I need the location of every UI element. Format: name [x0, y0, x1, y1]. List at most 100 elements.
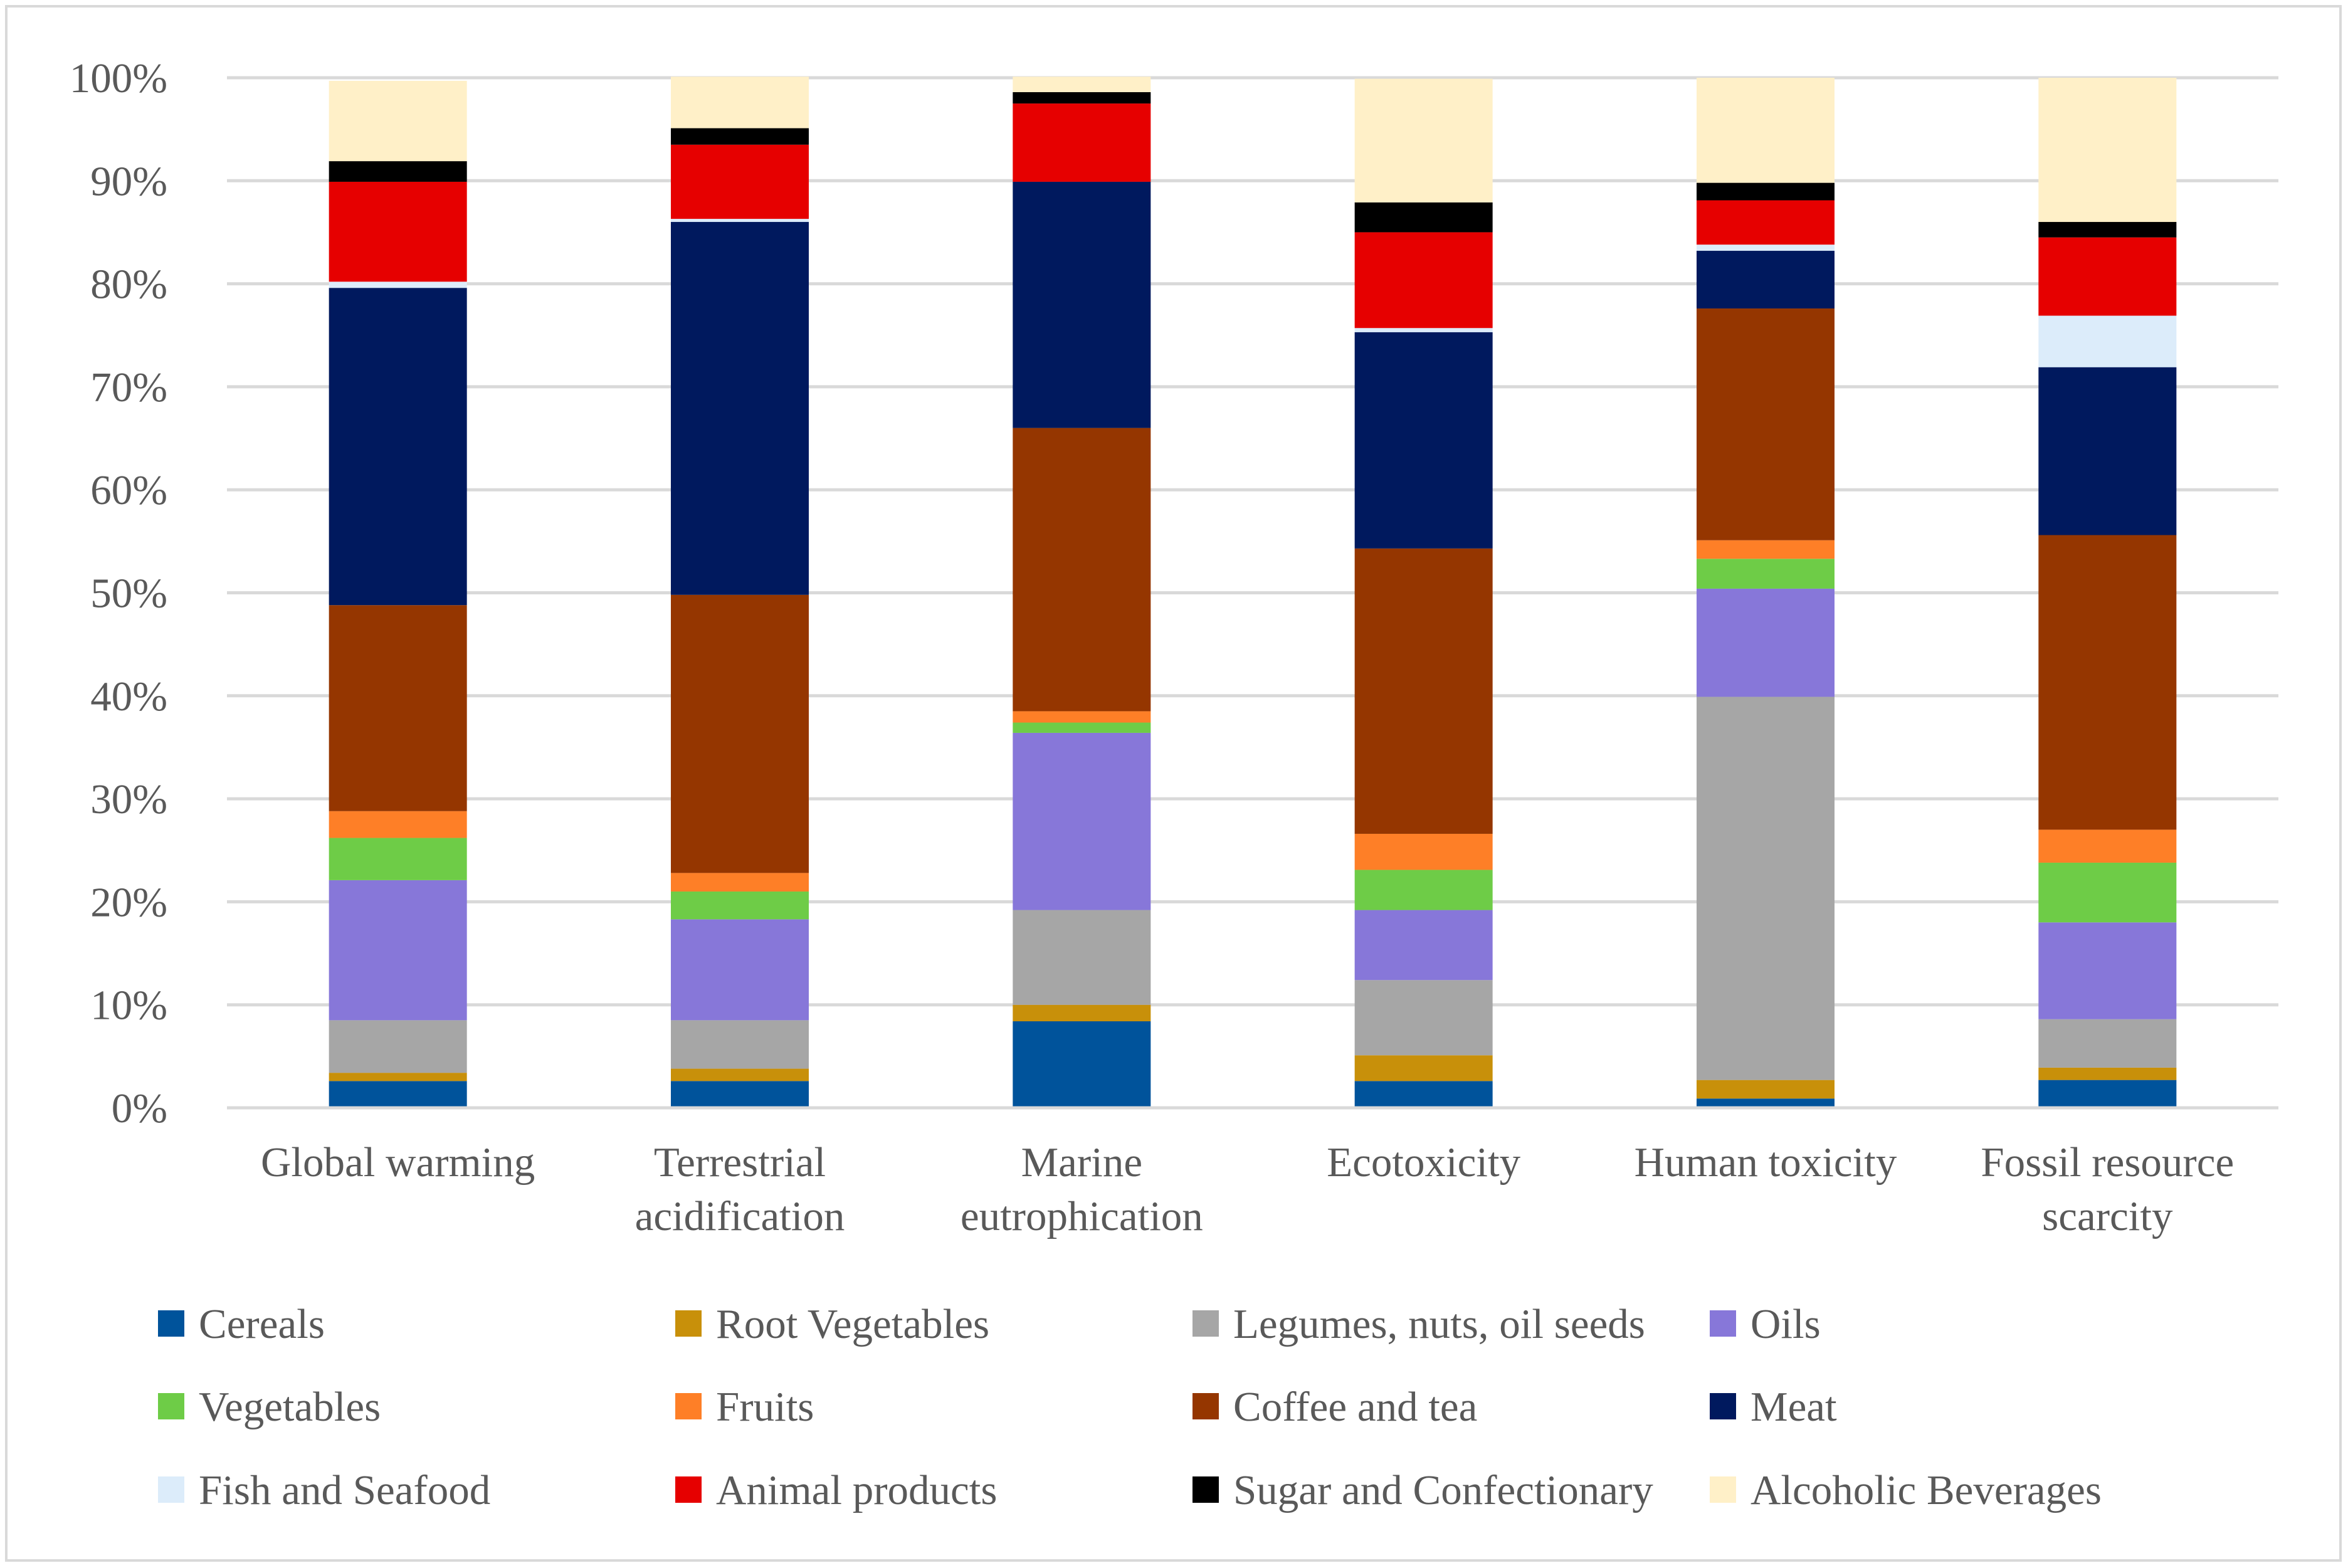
bar-segment: [1354, 980, 1493, 1056]
legend-item: Legumes, nuts, oil seeds: [1192, 1301, 1645, 1347]
bar-segment: [329, 1020, 467, 1073]
bar-segment: [2038, 315, 2177, 367]
legend-swatch: [158, 1310, 184, 1337]
bar-segment: [1013, 732, 1151, 910]
bar-segment: [2038, 829, 2177, 863]
y-tick-label: 40%: [90, 673, 167, 720]
bar-segment: [1697, 245, 1835, 251]
legend-swatch: [1710, 1476, 1736, 1503]
legend-label: Fish and Seafood: [199, 1467, 490, 1513]
bar-segment: [1013, 181, 1151, 428]
bar-segment: [1354, 332, 1493, 549]
legend-label: Legumes, nuts, oil seeds: [1233, 1301, 1645, 1347]
y-tick-label: 90%: [90, 158, 167, 204]
bar-segment: [671, 222, 809, 595]
legend-label: Cereals: [199, 1301, 325, 1347]
bar-segment: [1697, 78, 1835, 183]
bar-segment: [2038, 922, 2177, 1019]
stacked-bar-chart: 0% 10% 20% 30% 40% 50% 60% 70% 80% 90% 100% Global…: [70, 55, 2278, 1513]
bar-segment: [1697, 1098, 1835, 1108]
bar-segment: [1354, 1081, 1493, 1108]
bar-segment: [1013, 1021, 1151, 1108]
bar-stack: [671, 76, 809, 1108]
bar-segment: [1013, 910, 1151, 1005]
bar-segment: [1697, 559, 1835, 589]
bar-segment: [671, 219, 809, 223]
bar-segment: [2038, 535, 2177, 830]
chart-frame: 0% 10% 20% 30% 40% 50% 60% 70% 80% 90% 100% Global…: [5, 5, 2342, 1562]
bar-segment: [329, 1073, 467, 1081]
bar-segment: [329, 282, 467, 288]
legend-item: Cereals: [158, 1301, 325, 1347]
x-axis: Global warming Terrestrial acidification Ma…: [227, 1106, 2278, 1239]
bar-stack: [1697, 78, 1835, 1108]
y-axis: 0% 10% 20% 30% 40% 50% 60% 70% 80% 90% 100%: [70, 55, 167, 1132]
bar-segment: [671, 594, 809, 873]
y-tick-label: 80%: [90, 261, 167, 308]
legend-item: Fish and Seafood: [158, 1467, 490, 1513]
legend-label: Animal products: [716, 1467, 997, 1513]
bar-segment: [671, 873, 809, 892]
legend-swatch: [1710, 1310, 1736, 1337]
bar-segment: [1013, 428, 1151, 712]
legend-item: Coffee and tea: [1192, 1384, 1477, 1430]
bar-segment: [2038, 1019, 2177, 1068]
y-tick-label: 30%: [90, 776, 167, 823]
bar-segment: [1013, 103, 1151, 182]
legend-swatch: [1710, 1393, 1736, 1419]
legend-item: Meat: [1710, 1384, 1837, 1430]
bar-segment: [1354, 548, 1493, 834]
legend-item: Sugar and Confectionary: [1192, 1467, 1653, 1513]
gridlines: [227, 76, 2278, 1110]
bar-segment: [329, 80, 467, 162]
bar-segment: [2038, 1080, 2177, 1108]
legend-swatch: [675, 1476, 702, 1503]
x-category-label: Terrestrial acidification: [635, 1139, 845, 1239]
legend-label: Sugar and Confectionary: [1233, 1467, 1653, 1513]
legend-swatch: [1192, 1393, 1219, 1419]
bar-segment: [2038, 862, 2177, 923]
bar-segment: [2038, 222, 2177, 238]
y-tick-label: 0%: [112, 1085, 167, 1132]
x-category-label: Ecotoxicity: [1327, 1139, 1520, 1186]
bar-segment: [1354, 910, 1493, 981]
bar-segment: [671, 144, 809, 219]
bar-segment: [671, 1068, 809, 1081]
y-tick-label: 70%: [90, 364, 167, 411]
bar-segment: [1013, 711, 1151, 723]
legend-swatch: [675, 1393, 702, 1419]
bar-stack: [2038, 78, 2177, 1108]
bar-segment: [1013, 1004, 1151, 1021]
legend-label: Meat: [1750, 1384, 1837, 1430]
bar-segment: [329, 1081, 467, 1108]
y-tick-label: 20%: [90, 879, 167, 925]
legend-item: Root Vegetables: [675, 1301, 989, 1347]
bar-segment: [1354, 870, 1493, 910]
bar-segment: [1697, 251, 1835, 309]
bar-segment: [1354, 1055, 1493, 1081]
legend-label: Oils: [1750, 1301, 1821, 1347]
bar-segment: [1354, 202, 1493, 233]
legend-swatch: [158, 1476, 184, 1503]
legend-label: Fruits: [716, 1384, 814, 1430]
bar-segment: [2038, 237, 2177, 316]
x-category-label: Human toxicity: [1635, 1139, 1897, 1186]
bar-segment: [1354, 328, 1493, 332]
legend-swatch: [158, 1393, 184, 1419]
legend-swatch: [1192, 1476, 1219, 1503]
x-category-label: Fossil resource scarcity: [1981, 1139, 2234, 1239]
bar-segment: [329, 605, 467, 811]
bar-segment: [1697, 182, 1835, 201]
bar-segment: [329, 181, 467, 282]
legend-swatch: [1192, 1310, 1219, 1337]
bar-segment: [1697, 540, 1835, 559]
bar-segment: [1013, 92, 1151, 104]
legend-label: Alcoholic Beverages: [1750, 1467, 2102, 1513]
y-tick-label: 100%: [70, 55, 167, 102]
bar-segment: [1013, 76, 1151, 93]
bar-segment: [2038, 367, 2177, 535]
bar-segment: [329, 838, 467, 880]
bar-segment: [671, 1081, 809, 1108]
bar-segment: [671, 128, 809, 145]
bar-segment: [1697, 588, 1835, 697]
